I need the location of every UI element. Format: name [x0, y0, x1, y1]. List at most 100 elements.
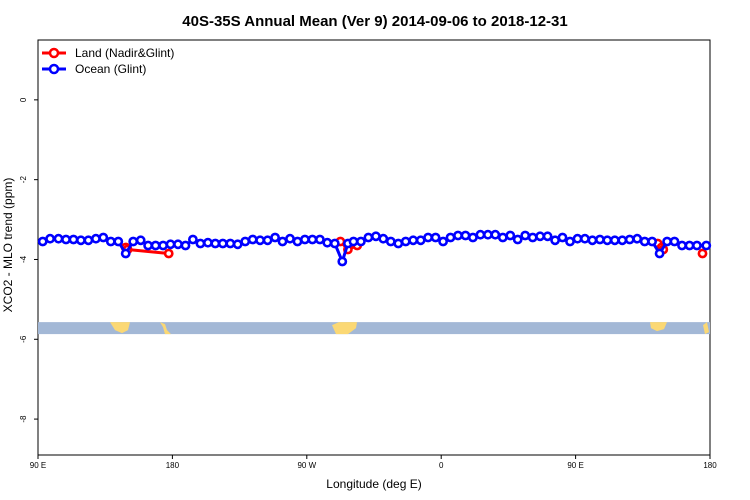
data-point: [475, 229, 486, 240]
data-point: [337, 256, 348, 267]
x-axis-label: Longitude (deg E): [326, 477, 421, 491]
data-point: [697, 248, 708, 259]
data-point: [512, 234, 523, 245]
data-point: [595, 234, 605, 245]
data-point: [240, 236, 251, 247]
data-point: [505, 230, 516, 241]
data-point: [647, 236, 657, 247]
data-point: [363, 232, 374, 243]
data-point: [438, 236, 448, 247]
data-point: [165, 239, 176, 250]
chart-title: 40S-35S Annual Mean (Ver 9) 2014-09-06 t…: [182, 13, 567, 30]
data-point: [113, 236, 124, 247]
data-point: [91, 233, 101, 244]
data-point: [270, 232, 280, 243]
data-point: [225, 238, 236, 249]
data-point: [408, 235, 419, 246]
data-point: [292, 236, 303, 247]
x-tick-label: 180: [166, 461, 180, 470]
data-point: [423, 232, 433, 243]
data-point: [202, 237, 213, 248]
data-point: [490, 229, 501, 240]
data-point: [150, 240, 161, 251]
land-shape-3: [650, 322, 667, 332]
data-point: [632, 233, 643, 244]
land-shape-0: [110, 322, 130, 334]
data-point: [180, 240, 191, 251]
data-point: [329, 238, 340, 249]
legend-ocean-label: Ocean (Glint): [75, 62, 146, 76]
data-point: [322, 237, 333, 248]
data-point: [68, 234, 79, 245]
data-point: [385, 236, 396, 247]
data-point: [701, 240, 712, 251]
y-tick-label: -4: [19, 255, 28, 263]
data-point: [61, 234, 71, 245]
x-tick-label: 180: [703, 461, 717, 470]
data-point: [299, 234, 310, 245]
data-point: [158, 240, 168, 251]
data-point: [378, 233, 389, 244]
data-point: [497, 232, 508, 243]
data-point: [624, 234, 635, 245]
data-point: [173, 239, 183, 250]
data-point: [217, 238, 228, 249]
data-point: [98, 232, 109, 243]
data-point: [602, 235, 613, 246]
land-shape-4: [703, 322, 709, 335]
series-group: [37, 229, 712, 267]
data-point: [277, 236, 288, 247]
data-point: [445, 232, 456, 243]
x-tick-label: 90 E: [567, 461, 583, 470]
data-point: [669, 236, 680, 247]
data-point: [527, 232, 538, 243]
y-tick-label: -6: [19, 335, 28, 343]
data-point: [654, 248, 665, 259]
data-point: [76, 235, 86, 246]
data-point: [187, 234, 198, 245]
data-point: [247, 234, 258, 245]
data-point: [105, 236, 116, 247]
data-point: [565, 236, 575, 247]
data-point: [430, 232, 441, 243]
data-point: [677, 240, 687, 251]
y-axis-ticks: 0 -2 -4 -6 -8: [19, 97, 38, 423]
x-tick-label: 90 E: [30, 461, 46, 470]
ocean-strip: [38, 322, 710, 335]
data-point: [587, 235, 598, 246]
legend: Land (Nadir&Glint) Ocean (Glint): [42, 46, 174, 76]
y-axis-label: XCO2 - MLO trend (ppm): [1, 178, 15, 313]
data-point: [195, 238, 206, 249]
data-point: [285, 233, 295, 244]
data-point: [609, 235, 620, 246]
data-point: [453, 230, 463, 241]
data-point: [355, 236, 366, 247]
data-point: [45, 233, 55, 244]
series-1: [37, 229, 712, 267]
data-point: [120, 248, 131, 259]
land-shape-2: [332, 322, 357, 335]
x-tick-label: 90 W: [297, 461, 316, 470]
data-point: [542, 231, 553, 242]
data-point: [393, 238, 404, 249]
data-point: [460, 230, 471, 241]
data-point: [135, 235, 146, 246]
data-point: [314, 234, 325, 245]
x-tick-label: 0: [439, 461, 444, 470]
legend-ocean-marker: [48, 63, 60, 75]
plot-frame: [37, 39, 711, 456]
data-point: [467, 232, 478, 243]
legend-land-marker: [48, 47, 60, 59]
land-ocean-strip: [38, 322, 710, 335]
data-point: [617, 235, 628, 246]
y-tick-label: -2: [19, 176, 28, 184]
data-point: [262, 235, 273, 246]
land-shape-1: [160, 322, 171, 335]
data-point: [692, 240, 702, 251]
data-point: [400, 236, 411, 247]
data-point: [580, 233, 590, 244]
data-point: [307, 234, 318, 245]
data-point: [163, 248, 174, 259]
data-point: [83, 235, 94, 246]
